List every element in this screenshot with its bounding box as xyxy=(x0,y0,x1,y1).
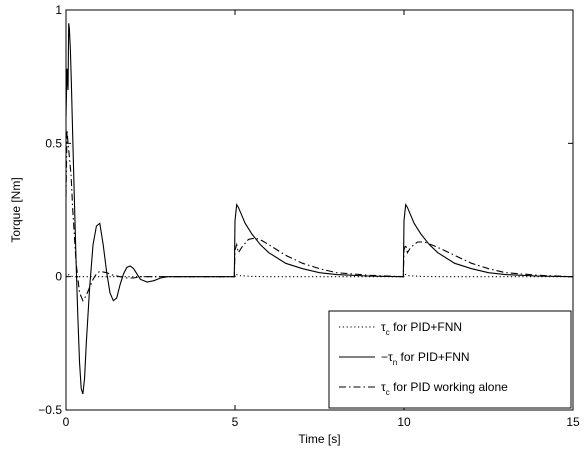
x-tick-label: 5 xyxy=(232,415,239,429)
series-line-3 xyxy=(65,129,574,302)
series-line-2 xyxy=(65,23,574,395)
x-axis-label: Time [s] xyxy=(298,432,340,446)
y-tick-label: −0.5 xyxy=(38,403,62,417)
legend: τc for PID+FNN −τn for PID+FNN τc for PID … xyxy=(328,310,572,409)
legend-label: −τn for PID+FNN xyxy=(381,350,470,367)
series-lines xyxy=(65,23,574,395)
axis-ticks: 0 5 10 15−0.500.51 xyxy=(38,3,580,429)
y-tick-label: 0.5 xyxy=(45,136,62,150)
y-axis-label: Torque [Nm] xyxy=(9,177,23,242)
x-tick-label: 15 xyxy=(566,415,580,429)
y-tick-label: 0 xyxy=(55,270,62,284)
legend-label: τc for PID working alone xyxy=(381,380,508,397)
x-tick-label: 0 xyxy=(63,415,70,429)
legend-label: τc for PID+FNN xyxy=(381,320,462,337)
legend-box xyxy=(328,310,572,409)
y-tick-label: 1 xyxy=(55,3,62,17)
x-tick-label: 10 xyxy=(397,415,411,429)
